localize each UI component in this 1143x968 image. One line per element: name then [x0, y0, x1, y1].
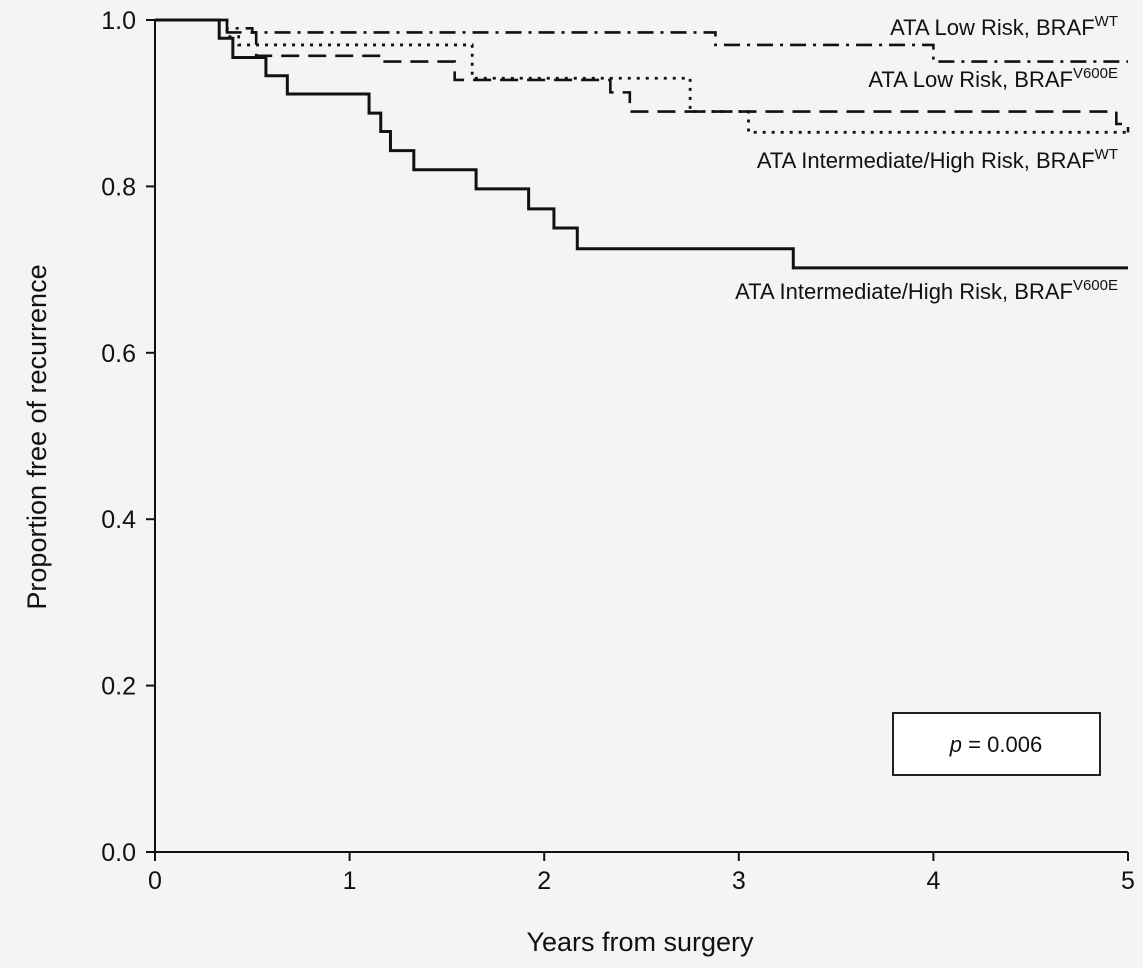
series-line-3 [155, 18, 1130, 133]
series-line-1 [155, 18, 1128, 63]
pvalue-box [892, 712, 1101, 776]
y-tick-label: 0.8 [101, 173, 136, 201]
pvalue-text: p = 0.006 [949, 732, 1042, 757]
y-tick-label: 1.0 [101, 7, 136, 35]
series-label-superscript: V600E [1073, 277, 1118, 294]
series-label-name: ATA Low Risk, BRAF [868, 67, 1073, 92]
series-label-name: ATA Intermediate/High Risk, BRAF [735, 279, 1073, 304]
series-label-superscript: WT [1095, 146, 1118, 163]
x-tick-label: 4 [926, 867, 940, 895]
y-tick-label: 0.6 [101, 340, 136, 368]
series-label-superscript: V600E [1073, 65, 1118, 82]
x-tick-label: 2 [537, 867, 551, 895]
series-line-4 [155, 18, 1128, 270]
series-layer [155, 18, 1130, 270]
y-tick-label: 0.2 [101, 673, 136, 701]
x-tick-label: 1 [343, 867, 357, 895]
axes: 0 1 2 3 4 5 0.0 0.2 0.4 0.6 0.8 1.0 [101, 7, 1135, 895]
y-axis-title: Proportion free of recurrence [22, 264, 52, 609]
series-label-3: ATA Intermediate/High Risk, BRAFWT [757, 146, 1118, 173]
pvalue-p: p [949, 732, 962, 757]
y-tick-label: 0.0 [101, 839, 136, 867]
x-axis-title: Years from surgery [526, 927, 754, 957]
pvalue-value: = 0.006 [962, 732, 1042, 757]
x-tick-label: 3 [732, 867, 746, 895]
series-label-superscript: WT [1095, 13, 1118, 30]
x-tick-label: 5 [1121, 867, 1135, 895]
series-label-name: ATA Intermediate/High Risk, BRAF [757, 148, 1095, 173]
x-tick-label: 0 [148, 867, 162, 895]
y-tick-label: 0.4 [101, 506, 136, 534]
series-label-2: ATA Low Risk, BRAFV600E [868, 65, 1118, 92]
series-label-name: ATA Low Risk, BRAF [890, 15, 1095, 40]
series-label-4: ATA Intermediate/High Risk, BRAFV600E [735, 277, 1118, 304]
series-label-1: ATA Low Risk, BRAFWT [890, 13, 1118, 40]
